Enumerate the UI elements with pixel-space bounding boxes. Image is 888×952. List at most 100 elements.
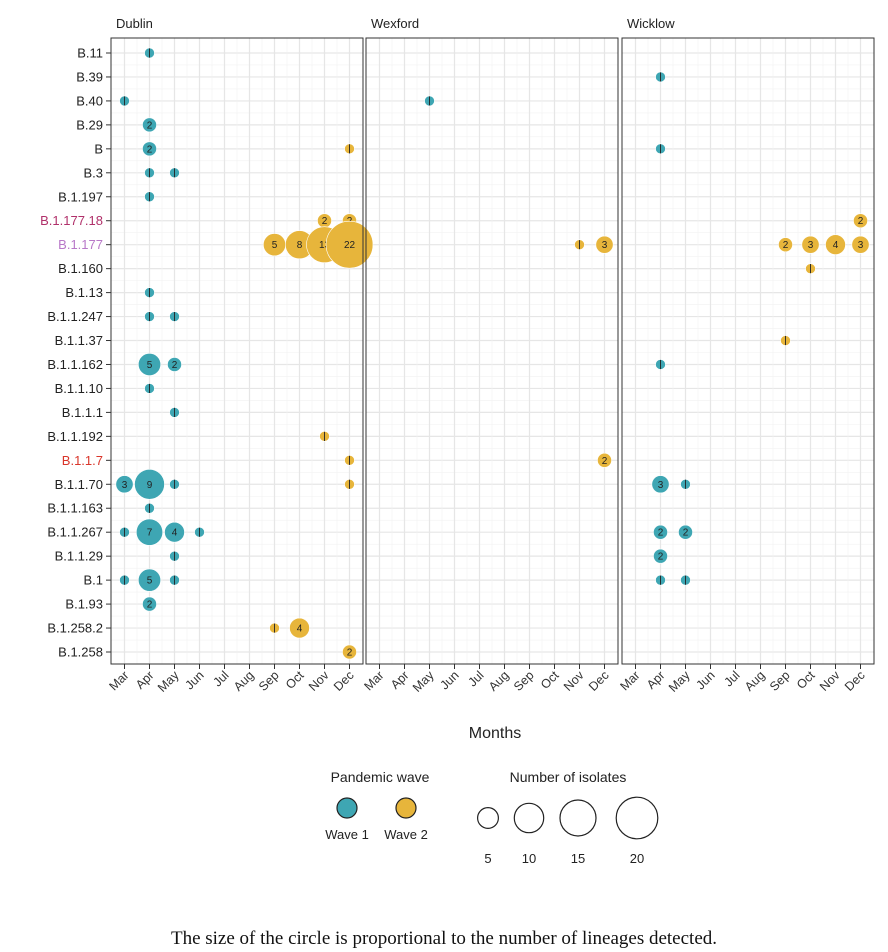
data-point [778,237,793,253]
data-label: 2 [858,216,864,227]
data-label: 2 [172,360,178,371]
data-point [825,234,846,255]
x-tick-label: Sep [511,668,537,694]
y-tick-label: B.1.1.29 [55,549,103,564]
data-label: 3 [122,480,128,491]
panel-border [110,37,364,665]
panel-title: Wexford [371,16,419,31]
x-tick-label: Oct [794,668,818,692]
x-tick-label: Aug [231,668,257,694]
y-tick-label: B.1.197 [58,189,103,204]
y-tick-label: B.1.1.247 [47,309,103,324]
y-tick-label: B.1.1.70 [55,477,103,492]
data-label: 7 [147,528,153,539]
panel-title: Dublin [116,16,153,31]
legend-key-size [477,807,499,829]
y-tick-label: B.1.1.162 [47,357,103,372]
data-point [653,524,668,540]
legend-key-wave [395,797,417,819]
x-tick-label: Sep [767,668,793,694]
data-label: 22 [344,240,356,251]
x-tick-label: Dec [331,668,357,694]
x-tick-label: Dec [586,668,612,694]
y-tick-label: B.1 [83,573,103,588]
legend-label-size: 5 [484,851,491,866]
y-tick-label: B.1.1.10 [55,381,103,396]
legend-key-size [615,796,659,840]
x-tick-label: May [155,668,182,695]
data-point [142,117,157,133]
data-label: 4 [833,240,839,251]
y-tick-label: B.3 [83,165,103,180]
y-tick-label: B.1.258 [58,645,103,660]
legend-label-wave: Wave 1 [325,827,369,842]
legend-label-wave: Wave 2 [384,827,428,842]
data-point [164,521,185,543]
data-label: 2 [347,648,353,659]
legend-label-size: 15 [571,851,585,866]
legend-key-wave [336,797,358,819]
data-label: 5 [147,360,153,371]
legend-key-size [513,802,545,834]
x-tick-label: Jul [210,668,231,689]
data-label: 4 [172,528,178,539]
x-tick-label: Oct [538,668,562,692]
y-tick-label: B.11 [77,46,103,61]
x-axis-title: Months [469,725,521,742]
data-point [595,235,614,254]
y-tick-label: B.40 [76,93,103,108]
data-point [289,617,310,639]
data-point [142,596,157,612]
data-point [138,352,161,376]
legend-label-size: 10 [522,851,536,866]
y-tick-label: B.1.1.7 [62,453,103,468]
y-tick-label: B.1.1.1 [62,405,103,420]
data-point [138,568,161,592]
y-tick-label: B [94,141,103,156]
y-tick-label: B.1.93 [65,597,103,612]
data-label: 3 [658,480,664,491]
data-point [167,357,182,372]
data-label: 4 [297,624,303,635]
x-tick-label: Jul [465,668,486,689]
legend-label-size: 20 [630,851,644,866]
data-point [342,644,357,660]
data-label: 2 [147,144,153,155]
panel-border [621,37,875,665]
x-tick-label: Mar [617,668,642,693]
y-tick-label: B.1.1.163 [47,501,103,516]
x-tick-label: Aug [742,668,768,694]
x-tick-label: Nov [561,668,587,694]
y-tick-label: B.1.160 [58,261,103,276]
x-tick-label: Oct [283,668,307,692]
x-tick-label: Apr [644,668,668,692]
data-label: 2 [602,456,608,467]
data-point [653,548,668,564]
data-label: 3 [858,240,864,251]
legend-key-size [559,799,597,837]
data-point [115,475,134,494]
data-point [853,213,868,229]
x-tick-label: May [666,668,693,695]
data-point [851,235,870,254]
y-tick-label: B.39 [76,69,103,84]
legend-title-wave: Pandemic wave [331,769,430,785]
x-tick-label: Jun [437,668,461,692]
x-tick-label: Mar [106,668,131,693]
data-label: 5 [147,576,153,587]
data-label: 2 [147,600,153,611]
y-tick-label: B.1.177.18 [40,213,103,228]
data-label: 9 [147,480,153,491]
lineage-bubble-chart: B.11 B.39 B.40 B.29 B B.3 B.1.197 B.1.177.18 B.1… [40,16,875,866]
data-point [134,468,165,500]
y-tick-label: B.29 [76,117,103,132]
panel-title: Wicklow [627,16,675,31]
data-point [651,475,670,494]
data-label: 3 [602,240,608,251]
data-label: 2 [658,552,664,563]
data-point [135,518,164,546]
data-label: 2 [147,120,153,131]
data-point [325,220,374,269]
x-tick-label: Nov [306,668,332,694]
figure-caption: The size of the circle is proportional t… [170,928,718,949]
